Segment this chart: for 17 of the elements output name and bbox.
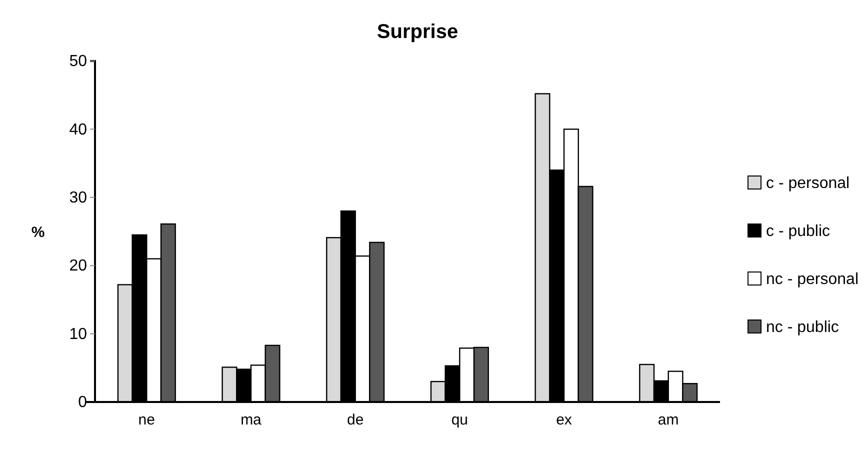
x-tick-label: am (658, 412, 679, 429)
x-tick-label: ma (240, 412, 262, 429)
chart-title: Surprise (376, 21, 458, 43)
y-tick-label: 10 (69, 326, 88, 343)
legend-label: c - personal (766, 175, 850, 192)
x-tick-label: de (346, 412, 364, 429)
y-axis-title: % (31, 224, 45, 241)
y-tick-label: 50 (69, 53, 88, 70)
y-tick-label: 20 (69, 258, 88, 275)
y-tick-label: 40 (69, 121, 88, 138)
y-tick-label: 30 (69, 190, 88, 207)
legend-label: c - public (766, 223, 830, 240)
legend-label: nc - personal (766, 271, 858, 288)
x-tick-label: ne (138, 412, 155, 429)
x-tick-label: qu (451, 412, 468, 429)
x-tick-label: ex (556, 412, 572, 429)
legend-label: nc - public (766, 319, 839, 336)
